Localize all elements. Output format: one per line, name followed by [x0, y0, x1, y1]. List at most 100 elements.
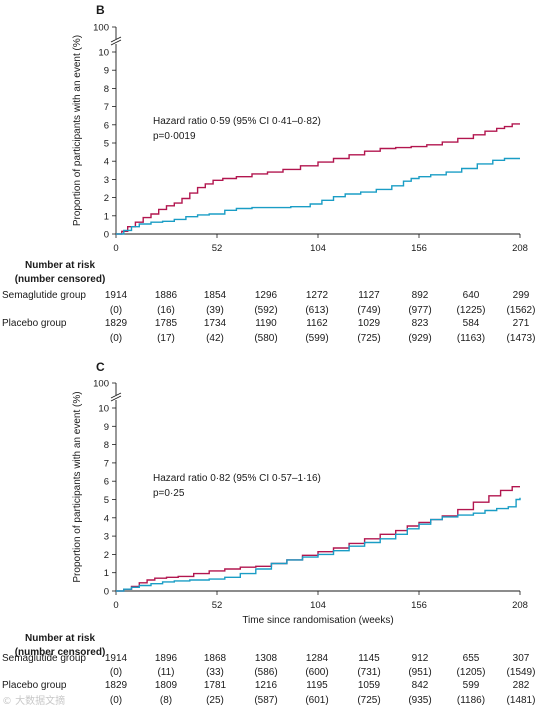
- censored-count: (0): [110, 667, 122, 678]
- hazard-annotation: p=0·25: [153, 488, 185, 499]
- y-tick-label: 10: [98, 404, 109, 415]
- censored-count: (1481): [507, 695, 536, 706]
- y-tick-label: 4: [104, 513, 109, 524]
- y-tick-label: 2: [104, 550, 109, 561]
- x-tick-label: 52: [212, 243, 223, 254]
- y-axis-label: Proportion of participants with an event…: [72, 35, 83, 226]
- censored-count: (1549): [507, 667, 536, 678]
- y-tick-label: 2: [104, 193, 109, 204]
- censored-count: (1562): [507, 305, 536, 316]
- y-axis-label: Proportion of participants with an event…: [72, 391, 83, 582]
- censored-count: (725): [357, 333, 380, 344]
- y-tick-label: 6: [104, 120, 109, 131]
- risk-row-label: Semaglutide group: [2, 653, 86, 664]
- axis-break-mark: [110, 39, 122, 46]
- censored-count: (599): [305, 333, 328, 344]
- x-tick-label: 156: [411, 600, 427, 611]
- risk-count: 584: [463, 318, 480, 329]
- risk-count: 912: [412, 653, 429, 664]
- y-tick-label: 5: [104, 139, 109, 150]
- axis-break-mark: [110, 395, 122, 402]
- risk-row-label: Semaglutide group: [2, 290, 86, 301]
- series-line-placebo: [116, 157, 520, 235]
- series-line-semaglutide: [116, 123, 520, 235]
- risk-count: 1059: [358, 680, 381, 691]
- hazard-annotation: Hazard ratio 0·59 (95% CI 0·41–0·82): [153, 116, 321, 127]
- y-tick-label: 6: [104, 477, 109, 488]
- axis-break-mark: [110, 392, 122, 399]
- y-tick-label: 8: [104, 440, 109, 451]
- risk-count: 1914: [105, 290, 128, 301]
- risk-count: 1868: [204, 653, 227, 664]
- x-tick-label: 208: [512, 600, 528, 611]
- panel-c: C 0 1 2 3 4 5 6 7 8 9 10 100 Proportion of participan…: [2, 360, 535, 706]
- risk-count: 823: [412, 318, 429, 329]
- risk-count: 842: [412, 680, 429, 691]
- x-tick-label: 52: [212, 600, 223, 611]
- censored-count: (0): [110, 305, 122, 316]
- y-tick-label: 3: [104, 175, 109, 186]
- x-tick-label: 104: [310, 243, 326, 254]
- censored-count: (33): [206, 667, 224, 678]
- censored-count: (1186): [457, 695, 485, 706]
- x-tick-label: 0: [113, 243, 118, 254]
- risk-count: 1190: [255, 318, 277, 329]
- risk-count: 1029: [358, 318, 381, 329]
- risk-count: 1195: [306, 680, 328, 691]
- y-tick-label: 8: [104, 84, 109, 95]
- censored-count: (17): [157, 333, 175, 344]
- censored-count: (725): [357, 695, 380, 706]
- risk-count: 1914: [105, 653, 128, 664]
- x-tick-label: 0: [113, 600, 118, 611]
- risk-count: 1272: [306, 290, 329, 301]
- censored-count: (592): [254, 305, 277, 316]
- censored-count: (613): [305, 305, 328, 316]
- censored-count: (42): [206, 333, 224, 344]
- censored-count: (731): [357, 667, 380, 678]
- censored-count: (600): [305, 667, 328, 678]
- y-tick-label: 9: [104, 422, 109, 433]
- censored-count: (0): [110, 333, 122, 344]
- risk-count: 1829: [105, 318, 128, 329]
- y-tick-label: 3: [104, 532, 109, 543]
- risk-row-label: Placebo group: [2, 680, 67, 691]
- censored-count: (1225): [457, 305, 486, 316]
- risk-count: 1284: [306, 653, 329, 664]
- risk-count: 307: [513, 653, 530, 664]
- risk-count: 640: [463, 290, 480, 301]
- risk-count: 282: [513, 680, 530, 691]
- risk-count: 1734: [204, 318, 227, 329]
- risk-count: 1781: [204, 680, 227, 691]
- censored-count: (601): [305, 695, 328, 706]
- hazard-annotation: Hazard ratio 0·82 (95% CI 0·57–1·16): [153, 473, 321, 484]
- y-tick-label: 5: [104, 495, 109, 506]
- risk-count: 1145: [358, 653, 380, 664]
- axis-break-mark: [110, 36, 122, 43]
- risk-count: 1886: [155, 290, 178, 301]
- censored-count: (11): [157, 667, 174, 678]
- y-tick-label: 4: [104, 157, 109, 168]
- risk-count: 1854: [204, 290, 227, 301]
- risk-count: 1829: [105, 680, 128, 691]
- watermark: © 大数据文摘: [2, 696, 66, 707]
- risk-count: 1896: [155, 653, 178, 664]
- y-tick-label: 0: [104, 230, 109, 241]
- panel-b: B 0 1 2 3 4 5 6 7 8 9 10 100 Proportion of participan…: [2, 3, 535, 344]
- series-line-semaglutide: [116, 486, 520, 592]
- censored-count: (586): [254, 667, 277, 678]
- x-tick-label: 104: [310, 600, 326, 611]
- risk-table-header: (number censored): [15, 274, 106, 285]
- risk-count: 1127: [358, 290, 380, 301]
- x-tick-label: 156: [411, 243, 427, 254]
- censored-count: (587): [254, 695, 277, 706]
- censored-count: (935): [408, 695, 431, 706]
- panel-label: C: [96, 360, 105, 374]
- risk-count: 271: [513, 318, 530, 329]
- y-tick-label: 1: [104, 568, 109, 579]
- censored-count: (8): [160, 695, 172, 706]
- risk-count: 299: [513, 290, 530, 301]
- censored-count: (1163): [457, 333, 485, 344]
- censored-count: (580): [254, 333, 277, 344]
- censored-count: (1205): [457, 667, 486, 678]
